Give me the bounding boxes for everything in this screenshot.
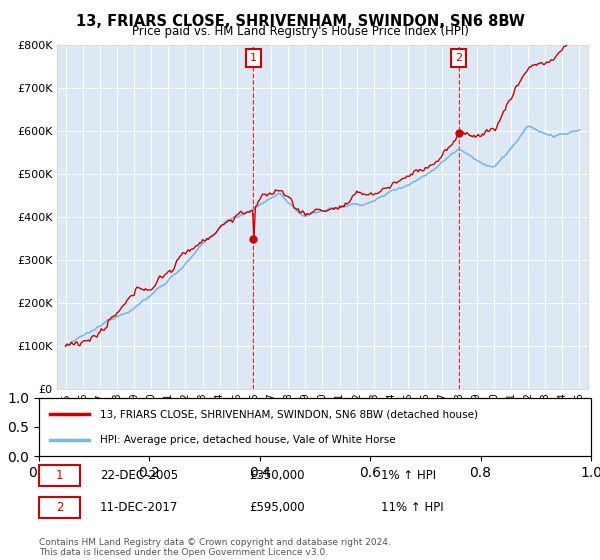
Text: 2: 2 — [455, 53, 462, 63]
Text: 1% ↑ HPI: 1% ↑ HPI — [381, 469, 436, 482]
Text: 11% ↑ HPI: 11% ↑ HPI — [381, 501, 444, 514]
Text: 13, FRIARS CLOSE, SHRIVENHAM, SWINDON, SN6 8BW: 13, FRIARS CLOSE, SHRIVENHAM, SWINDON, S… — [76, 14, 524, 29]
Text: £350,000: £350,000 — [249, 469, 304, 482]
Text: 22-DEC-2005: 22-DEC-2005 — [100, 469, 178, 482]
Text: HPI: Average price, detached house, Vale of White Horse: HPI: Average price, detached house, Vale… — [100, 435, 395, 445]
FancyBboxPatch shape — [39, 465, 80, 486]
Text: 1: 1 — [250, 53, 257, 63]
FancyBboxPatch shape — [39, 497, 80, 518]
Text: 2: 2 — [56, 501, 64, 514]
Text: 13, FRIARS CLOSE, SHRIVENHAM, SWINDON, SN6 8BW (detached house): 13, FRIARS CLOSE, SHRIVENHAM, SWINDON, S… — [100, 409, 478, 419]
Text: Price paid vs. HM Land Registry's House Price Index (HPI): Price paid vs. HM Land Registry's House … — [131, 25, 469, 38]
Text: £595,000: £595,000 — [249, 501, 304, 514]
Text: 11-DEC-2017: 11-DEC-2017 — [100, 501, 178, 514]
Text: Contains HM Land Registry data © Crown copyright and database right 2024.
This d: Contains HM Land Registry data © Crown c… — [39, 538, 391, 557]
Text: 1: 1 — [56, 469, 64, 482]
